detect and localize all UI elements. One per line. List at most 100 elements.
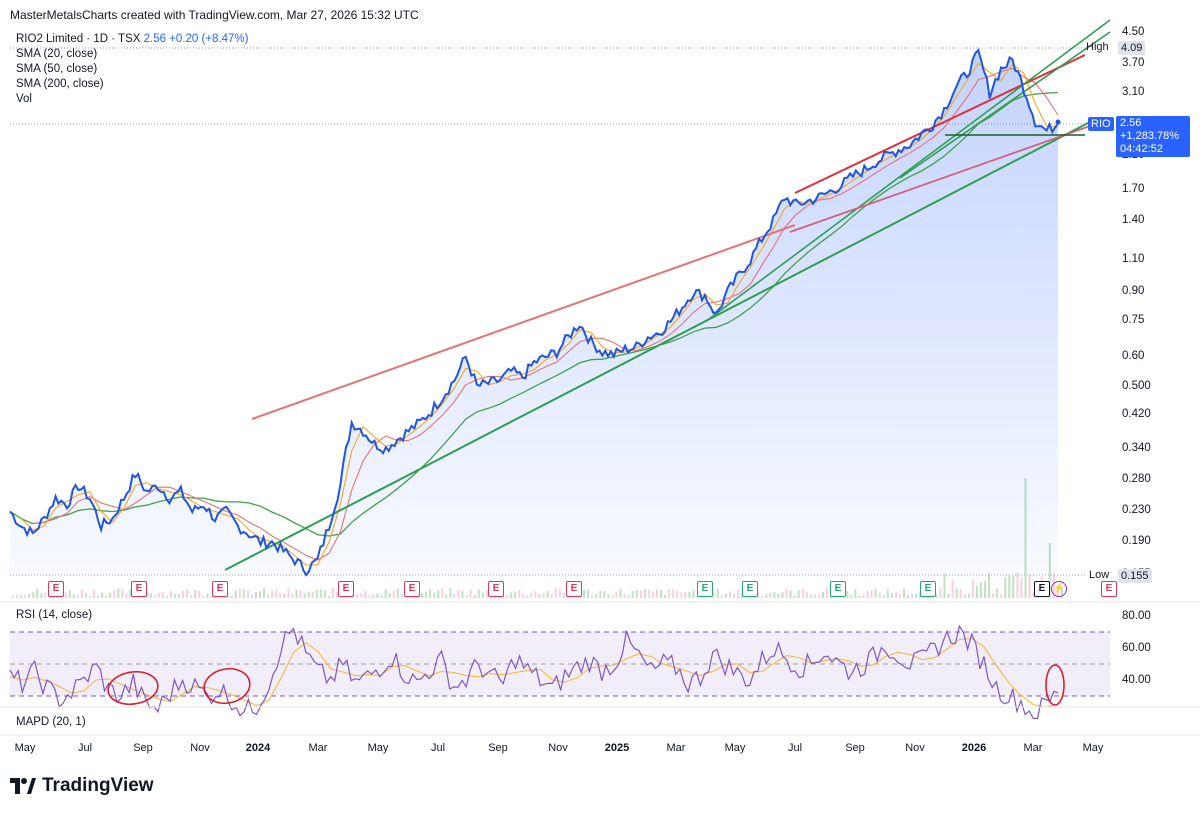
volume-bar — [854, 589, 857, 598]
volume-bar — [453, 593, 456, 598]
mapd-label[interactable]: MAPD (20, 1) — [16, 716, 86, 728]
volume-bar — [36, 588, 39, 598]
volume-bar — [546, 590, 549, 598]
volume-bar — [619, 589, 622, 598]
volume-bar — [591, 595, 594, 598]
earnings-marker[interactable]: E — [742, 581, 758, 597]
earnings-marker[interactable]: E — [212, 581, 228, 597]
volume-bar — [777, 593, 780, 598]
volume-bar — [680, 592, 683, 598]
last-symbol-tag: RIO — [1088, 117, 1114, 131]
legend-vol[interactable]: Vol — [16, 93, 32, 105]
tradingview-logo[interactable]: TradingView — [10, 775, 154, 797]
high-label: High — [1086, 41, 1109, 53]
price-axis-label: 0.230 — [1122, 504, 1151, 517]
volume-bar — [692, 590, 695, 598]
volume-bar — [190, 594, 193, 598]
bar-countdown: 04:42:52 — [1120, 143, 1163, 155]
volume-bar — [526, 595, 529, 598]
volume-bar — [210, 595, 213, 598]
legend-sma200[interactable]: SMA (200, close) — [16, 78, 104, 90]
earnings-marker[interactable]: E — [566, 581, 582, 597]
lightning-icon[interactable]: ⚡ — [1051, 581, 1067, 597]
volume-bar — [441, 588, 444, 598]
earnings-marker[interactable]: E — [830, 581, 846, 597]
volume-bar — [668, 588, 671, 598]
earnings-marker[interactable]: E — [488, 581, 504, 597]
price-area — [10, 50, 1058, 576]
volume-bar — [660, 590, 662, 598]
volume-bar — [785, 588, 788, 598]
volume-bar — [24, 595, 27, 598]
volume-bar — [522, 593, 525, 598]
volume-bar — [368, 595, 371, 598]
volume-bar — [554, 588, 557, 598]
volume-bar — [716, 588, 719, 598]
volume-bar — [433, 592, 436, 598]
volume-bar — [984, 581, 986, 598]
legend-change: +0.20 (+8.47%) — [169, 33, 249, 45]
volume-bar — [615, 591, 618, 598]
volume-bar — [396, 588, 399, 598]
price-axis-label: 0.500 — [1122, 379, 1151, 392]
volume-bar — [769, 592, 772, 598]
price-chart[interactable] — [0, 0, 1200, 740]
volume-bar — [153, 595, 156, 598]
volume-bar — [331, 588, 334, 598]
volume-bar — [327, 595, 330, 598]
earnings-marker[interactable]: E — [338, 581, 354, 597]
volume-bar — [129, 588, 132, 598]
volume-bar — [688, 592, 691, 598]
volume-bar — [789, 590, 792, 598]
volume-bar — [16, 594, 19, 598]
volume-bar — [319, 589, 322, 598]
volume-bar — [28, 593, 31, 598]
earnings-marker[interactable]: E — [48, 581, 64, 597]
volume-bar — [255, 592, 257, 598]
earnings-marker[interactable]: E — [697, 581, 713, 597]
legend-sma50[interactable]: SMA (50, close) — [16, 63, 98, 75]
time-axis-label: Nov — [905, 742, 925, 754]
rsi-label[interactable]: RSI (14, close) — [16, 609, 93, 621]
volume-bar — [907, 594, 909, 598]
time-axis-label: Mar — [308, 742, 328, 754]
earnings-marker[interactable]: E — [920, 581, 936, 597]
volume-bar — [955, 588, 958, 598]
volume-bar — [125, 593, 128, 598]
volume-bar — [307, 591, 310, 598]
volume-bar — [866, 590, 869, 598]
volume-bar — [157, 593, 160, 598]
legend-sma20[interactable]: SMA (20, close) — [16, 48, 98, 60]
time-axis-label: Sep — [845, 742, 865, 754]
earnings-marker[interactable]: E — [1101, 581, 1117, 597]
time-axis-label: Mar — [1023, 742, 1043, 754]
price-axis-label: 1.40 — [1122, 213, 1145, 226]
time-axis-label: May — [367, 742, 389, 754]
earnings-marker[interactable]: E — [404, 581, 420, 597]
volume-bar — [732, 593, 735, 598]
volume-bar — [611, 595, 614, 598]
trendline-green-steep-1 — [704, 19, 1111, 323]
volume-bar — [72, 594, 75, 598]
time-axis-label: May — [14, 742, 36, 754]
volume-bar — [846, 590, 849, 598]
volume-bar — [530, 592, 533, 598]
volume-bar — [12, 595, 14, 598]
volume-bar — [485, 590, 488, 598]
high-value-tag: 4.09 — [1118, 41, 1146, 55]
volume-bar — [724, 593, 727, 598]
rsi-annotation-circle-1 — [107, 670, 159, 706]
volume-bar — [898, 594, 901, 598]
last-price-value: 2.56 — [1120, 117, 1142, 129]
trendline-pink — [789, 125, 1091, 233]
earnings-marker[interactable]: E — [1034, 581, 1050, 597]
price-axis-label: 0.340 — [1122, 441, 1151, 454]
volume-bar — [425, 591, 428, 598]
trendline-red-lower — [251, 224, 796, 420]
volume-bar — [631, 590, 634, 598]
volume-bar — [84, 592, 87, 598]
volume-bar — [822, 591, 824, 598]
volume-bar — [250, 595, 253, 598]
earnings-marker[interactable]: E — [131, 581, 147, 597]
volume-bar — [647, 589, 650, 598]
